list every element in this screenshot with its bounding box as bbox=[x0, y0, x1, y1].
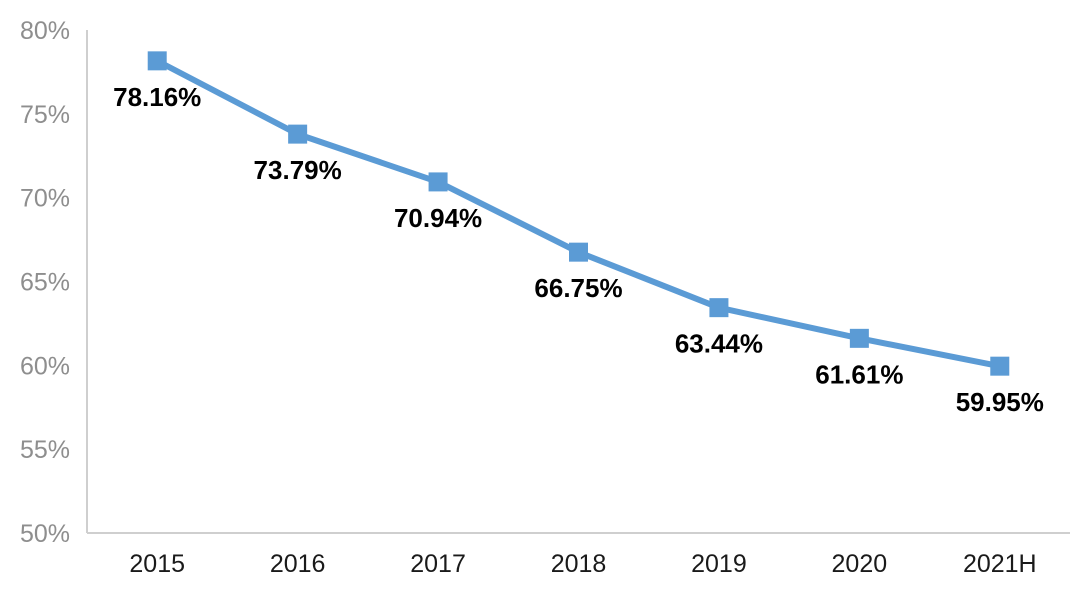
y-axis-tick-label: 55% bbox=[20, 436, 70, 464]
data-point-label: 66.75% bbox=[534, 273, 622, 303]
data-point-marker bbox=[990, 356, 1010, 376]
x-axis-tick-label: 2016 bbox=[270, 550, 326, 578]
y-axis-tick-label: 65% bbox=[20, 269, 70, 297]
data-point-marker bbox=[709, 298, 729, 318]
series-line bbox=[155, 58, 1001, 370]
x-axis-tick-label: 2020 bbox=[832, 550, 888, 578]
data-point-marker bbox=[849, 328, 869, 348]
x-axis-tick-label: 2018 bbox=[551, 550, 607, 578]
y-axis-tick-label: 75% bbox=[20, 101, 70, 129]
y-axis-tick-label: 50% bbox=[20, 520, 70, 548]
data-point-label: 70.94% bbox=[394, 203, 482, 233]
data-point-marker bbox=[428, 172, 448, 192]
y-axis-tick-label: 80% bbox=[20, 17, 70, 45]
data-point-label: 59.95% bbox=[956, 387, 1044, 417]
x-axis-tick-label: 2017 bbox=[410, 550, 466, 578]
data-point-marker bbox=[569, 242, 588, 262]
data-point-marker bbox=[288, 124, 308, 144]
y-axis-tick-label: 70% bbox=[20, 185, 70, 213]
data-point-label: 78.16% bbox=[113, 82, 201, 112]
x-axis-tick-label: 2019 bbox=[691, 550, 747, 578]
data-point-label: 61.61% bbox=[815, 359, 903, 389]
x-axis-tick-label: 2015 bbox=[129, 550, 185, 578]
data-point-marker bbox=[147, 51, 167, 71]
data-point-label: 63.44% bbox=[675, 329, 763, 359]
y-axis-tick-label: 60% bbox=[20, 352, 70, 380]
data-point-label: 73.79% bbox=[254, 155, 342, 185]
x-axis-tick-label: 2021H bbox=[963, 550, 1037, 578]
